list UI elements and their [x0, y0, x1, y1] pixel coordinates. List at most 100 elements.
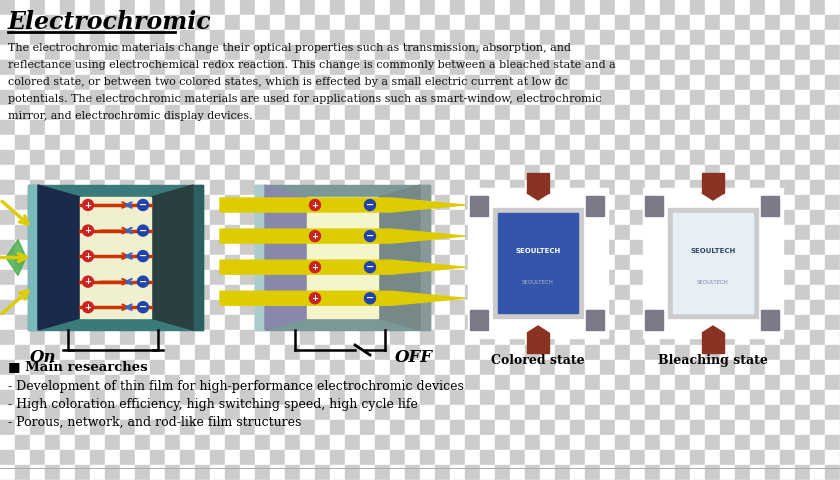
Bar	[270, 210, 285, 225]
Polygon shape	[378, 185, 420, 330]
Bar	[195, 375, 210, 390]
Bar	[570, 435, 585, 450]
Bar	[360, 360, 375, 375]
Bar	[705, 0, 720, 15]
Bar	[735, 405, 750, 420]
Bar	[570, 15, 585, 30]
Bar	[45, 360, 60, 375]
Bar	[705, 270, 720, 285]
Bar	[285, 240, 300, 255]
Bar	[540, 315, 555, 330]
Bar	[165, 300, 180, 315]
Bar	[600, 180, 615, 195]
Bar	[90, 120, 105, 135]
Text: SEOULTECH: SEOULTECH	[697, 280, 729, 286]
Bar	[630, 30, 645, 45]
Bar	[420, 90, 435, 105]
Bar	[465, 150, 480, 165]
Bar	[270, 330, 285, 345]
Bar	[165, 330, 180, 345]
Bar	[345, 105, 360, 120]
Bar	[240, 195, 255, 210]
Bar	[735, 225, 750, 240]
Bar	[705, 195, 720, 210]
Bar	[555, 120, 570, 135]
Bar	[540, 420, 555, 435]
Bar	[30, 270, 45, 285]
Bar	[720, 180, 735, 195]
Bar	[300, 345, 315, 360]
Bar	[390, 390, 405, 405]
Bar	[450, 135, 465, 150]
Bar	[690, 30, 705, 45]
Bar	[825, 270, 840, 285]
Bar	[90, 225, 105, 240]
Bar	[450, 0, 465, 15]
Bar	[15, 405, 30, 420]
Bar	[765, 15, 780, 30]
Bar	[405, 225, 420, 240]
Bar	[525, 270, 540, 285]
Bar	[210, 255, 225, 270]
Bar	[660, 150, 675, 165]
Bar	[105, 15, 120, 30]
Bar	[675, 135, 690, 150]
Bar	[765, 135, 780, 150]
Bar	[465, 165, 480, 180]
Bar	[120, 105, 135, 120]
Bar	[645, 165, 660, 180]
Bar	[315, 165, 330, 180]
Bar	[435, 60, 450, 75]
Bar	[450, 255, 465, 270]
Bar	[45, 420, 60, 435]
Bar	[690, 360, 705, 375]
Bar	[90, 60, 105, 75]
Bar	[465, 195, 480, 210]
Bar	[195, 345, 210, 360]
Bar	[780, 315, 795, 330]
Bar	[480, 75, 495, 90]
Bar	[15, 360, 30, 375]
Bar	[780, 180, 795, 195]
Bar	[435, 105, 450, 120]
Bar	[0, 90, 15, 105]
Bar	[135, 450, 150, 465]
Bar	[60, 60, 75, 75]
Bar	[255, 315, 270, 330]
Bar	[405, 450, 420, 465]
Bar	[690, 300, 705, 315]
Bar	[345, 345, 360, 360]
Bar	[555, 300, 570, 315]
Bar	[210, 135, 225, 150]
Bar	[30, 345, 45, 360]
Bar	[540, 255, 555, 270]
Bar	[435, 15, 450, 30]
Bar	[300, 300, 315, 315]
Bar	[780, 150, 795, 165]
Bar	[75, 420, 90, 435]
Bar	[225, 60, 240, 75]
Bar	[210, 195, 225, 210]
Bar	[660, 195, 675, 210]
Bar	[540, 150, 555, 165]
Bar	[135, 300, 150, 315]
Bar	[150, 45, 165, 60]
Bar	[570, 330, 585, 345]
Bar	[435, 165, 450, 180]
Bar	[420, 60, 435, 75]
Bar	[285, 180, 300, 195]
Bar	[570, 240, 585, 255]
Bar	[420, 45, 435, 60]
Bar	[450, 390, 465, 405]
Bar	[525, 225, 540, 240]
Bar	[60, 315, 75, 330]
Bar	[555, 315, 570, 330]
Bar	[690, 375, 705, 390]
Bar	[540, 270, 555, 285]
Bar	[600, 315, 615, 330]
Bar	[420, 375, 435, 390]
Bar	[315, 0, 330, 15]
Bar	[105, 240, 120, 255]
Bar	[600, 465, 615, 480]
Bar	[15, 390, 30, 405]
